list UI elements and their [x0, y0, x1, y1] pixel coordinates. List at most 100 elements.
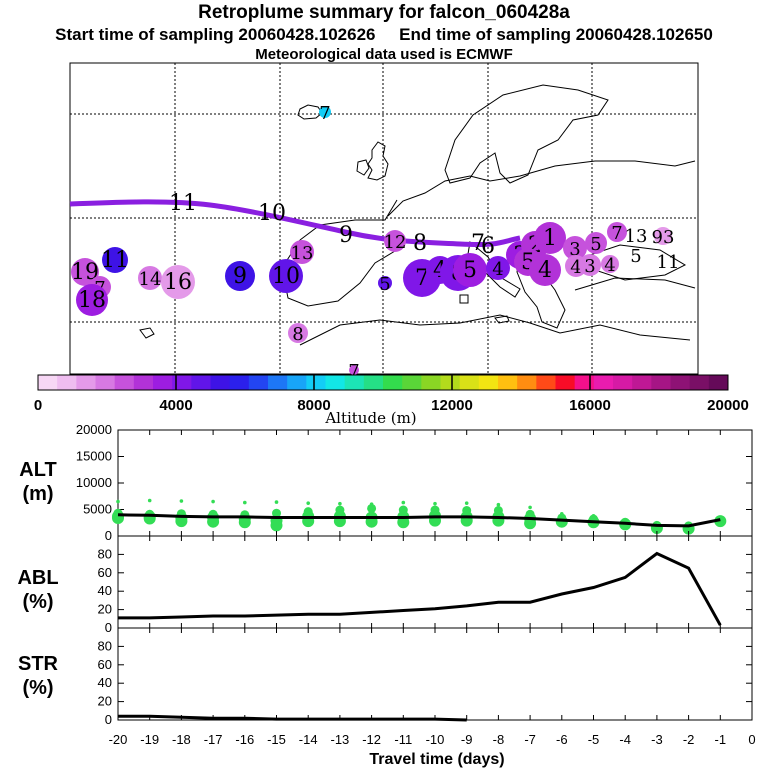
- abl-label: ABL: [17, 567, 58, 589]
- trajectory-labels: 11 10 9 8 76: [169, 191, 495, 259]
- x-tick-label: -7: [524, 732, 536, 747]
- cluster-circle: [76, 284, 108, 316]
- colorbar-swatch: [76, 375, 96, 390]
- cluster-marker: 9: [225, 261, 255, 291]
- cluster-marker: 4: [601, 255, 619, 276]
- cluster-circle: [349, 365, 359, 375]
- y-tick-label: 0: [105, 712, 112, 727]
- colorbar-swatch: [306, 375, 326, 390]
- map-label: 5: [630, 246, 641, 267]
- cluster-marker: 3: [579, 254, 601, 277]
- cluster-label: 5: [379, 274, 390, 295]
- colorbar-ticks: 0 4000 8000 12000 16000 20000: [34, 375, 749, 414]
- coast-britain: [367, 141, 389, 181]
- cluster-circle: [225, 261, 255, 291]
- coast-north-europe: [387, 160, 696, 217]
- colorbar-tick-label: 12000: [431, 397, 473, 414]
- colorbar-swatch: [95, 375, 116, 390]
- panel-abl: 0 20 40 60 80: [98, 535, 753, 635]
- panel-alt: 0 5000 10000 15000 20000: [76, 422, 753, 543]
- colorbar-swatch: [670, 375, 691, 390]
- y-tick-label: 40: [98, 583, 112, 598]
- chart-subtitle: Start time of sampling 20060428.102626 E…: [55, 25, 713, 44]
- altitude-scatter-point: [207, 515, 220, 528]
- colorbar-swatch: [57, 375, 77, 390]
- map-clusters: 1971811141691013857485432154357434129377: [71, 103, 674, 382]
- cluster-marker: 3: [563, 236, 587, 260]
- cluster-label: 5: [463, 258, 477, 283]
- colorbar-swatch: [498, 375, 518, 390]
- panel-str: 0 20 40 60 80: [98, 627, 753, 727]
- cluster-label: 9: [233, 264, 247, 289]
- colorbar-tick-label: 0: [34, 397, 42, 414]
- trajectory-day-label: 6: [481, 234, 495, 259]
- cluster-circle: [378, 276, 392, 290]
- cluster-circle: [71, 258, 99, 286]
- cluster-circle: [601, 255, 619, 273]
- colorbar-swatch: [114, 375, 135, 390]
- trajectory-day-label: 8: [413, 231, 427, 256]
- x-tick-label: -16: [235, 732, 254, 747]
- cluster-label: 3: [569, 239, 580, 260]
- map-plain-labels: 135 11: [625, 226, 680, 273]
- altitude-scatter-point: [116, 499, 120, 504]
- cluster-marker: 4: [486, 256, 510, 280]
- colorbar-swatch: [363, 375, 384, 390]
- x-tick-label: -4: [619, 732, 631, 747]
- coast-iberia-south: [281, 250, 396, 307]
- coast-sicily: [494, 315, 510, 324]
- x-tick-label: 0: [748, 732, 755, 747]
- coast-iberia-north: [299, 199, 398, 241]
- colorbar-xlabel: Altitude (m): [324, 409, 416, 427]
- altitude-scatter-point: [147, 498, 152, 503]
- cluster-label: 1: [543, 226, 557, 251]
- cluster-label: 4: [570, 257, 581, 278]
- cluster-label: 4: [492, 259, 503, 280]
- colorbar-swatch: [268, 375, 288, 390]
- x-tick-label: -2: [683, 732, 695, 747]
- panel-frame: [117, 535, 753, 629]
- colorbar: 0 4000 8000 12000 16000 20000 Altitude (m): [34, 374, 749, 427]
- colorbar-swatch: [344, 375, 365, 390]
- colorbar-tick-label: 16000: [569, 397, 611, 414]
- map-label: 13: [625, 226, 648, 247]
- colorbar-swatch: [574, 375, 595, 390]
- cluster-marker: 8: [288, 323, 308, 345]
- colorbar-swatches: [37, 374, 729, 391]
- trajectory-day-label: 7: [471, 231, 485, 256]
- cluster-marker: 10: [269, 259, 303, 293]
- y-tick-label: 60: [98, 657, 112, 672]
- x-tick-label: -13: [331, 732, 350, 747]
- y-tick-label: 20000: [76, 422, 112, 437]
- cluster-circle: [654, 227, 672, 245]
- trajectory-day-label: 11: [169, 191, 197, 216]
- x-axis-label: Travel time (days): [369, 751, 504, 768]
- series-line-str: [118, 714, 467, 722]
- panel-frame: [117, 627, 753, 721]
- colorbar-swatch: [651, 375, 671, 390]
- cluster-marker: 5: [453, 253, 487, 287]
- x-tick-label: -14: [299, 732, 318, 747]
- x-tick-label: -15: [267, 732, 286, 747]
- colorbar-swatch: [536, 375, 556, 390]
- altitude-scatter-point: [179, 499, 184, 503]
- colorbar-swatch: [613, 375, 633, 390]
- colorbar-frame: [37, 374, 729, 391]
- colorbar-swatch: [478, 375, 499, 390]
- x-tick-label: -20: [109, 732, 128, 747]
- x-tick-label: -19: [140, 732, 159, 747]
- cluster-label: 12: [384, 232, 407, 253]
- cluster-label: 16: [164, 270, 192, 295]
- cluster-label: 4: [604, 255, 615, 276]
- cluster-marker: 7: [319, 103, 331, 124]
- altitude-scatter-point: [367, 503, 377, 513]
- colorbar-swatch: [287, 375, 307, 390]
- cluster-marker: 13: [290, 240, 314, 264]
- altitude-scatter-point: [528, 505, 532, 510]
- colorbar-swatch: [459, 375, 480, 390]
- cluster-label: 7: [319, 103, 330, 124]
- coast-iceland: [297, 104, 323, 120]
- colorbar-swatch: [708, 375, 729, 390]
- str-label: STR: [18, 653, 59, 675]
- cluster-label: 93: [652, 227, 675, 248]
